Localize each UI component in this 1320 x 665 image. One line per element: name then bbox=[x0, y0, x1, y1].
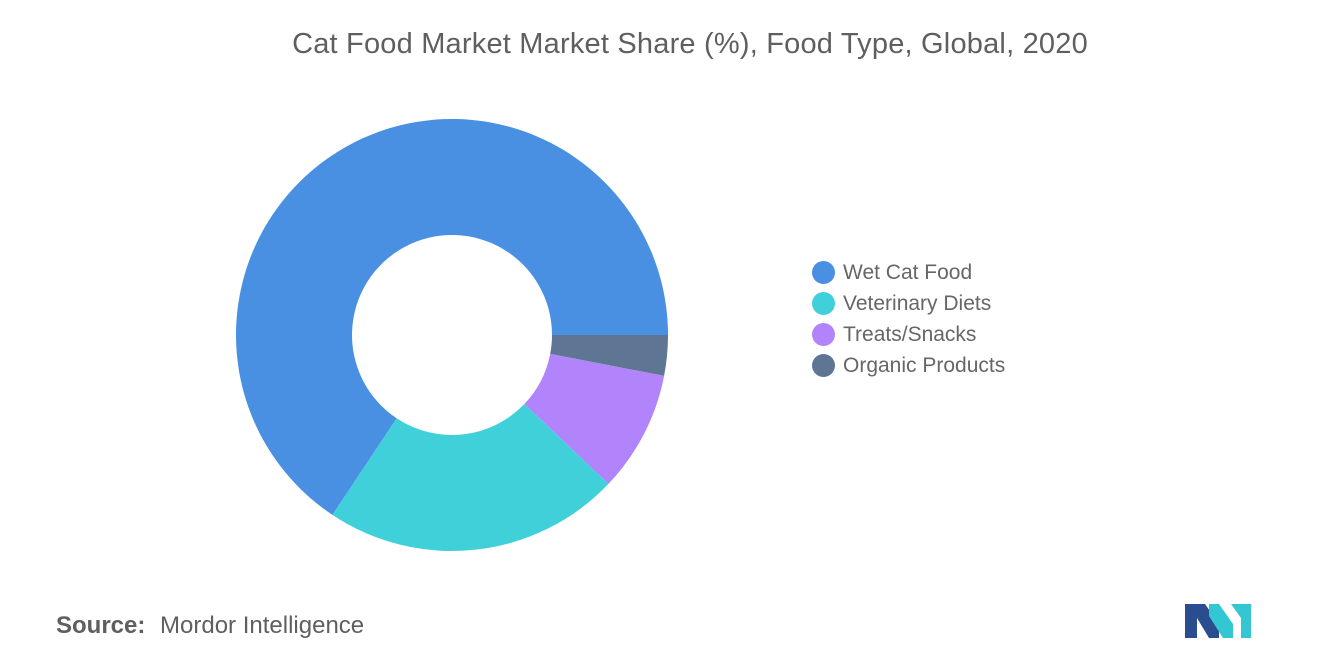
mordor-intelligence-logo-icon bbox=[1185, 604, 1251, 638]
legend-item-treats-snacks: Treats/Snacks bbox=[812, 319, 1132, 350]
logo-middle-shape bbox=[1209, 604, 1233, 638]
logo-right-shape bbox=[1231, 604, 1251, 638]
legend-label-veterinary-diets: Veterinary Diets bbox=[843, 291, 992, 315]
legend-label-organic-products: Organic Products bbox=[843, 353, 1006, 377]
source-prefix: Source: bbox=[56, 612, 146, 639]
legend-swatch-veterinary-diets bbox=[812, 292, 835, 315]
legend-swatch-organic-products bbox=[812, 354, 835, 377]
source-line: Source: Mordor Intelligence bbox=[56, 612, 364, 640]
donut-slice-organic-products bbox=[550, 335, 668, 376]
legend-label-treats-snacks: Treats/Snacks bbox=[843, 322, 977, 346]
legend-item-wet-cat-food: Wet Cat Food bbox=[812, 257, 1132, 288]
legend-swatch-wet-cat-food bbox=[812, 261, 835, 284]
donut-slice-wet-cat-food bbox=[236, 118, 668, 515]
source-text: Mordor Intelligence bbox=[160, 612, 365, 639]
donut-slice-veterinary-diets bbox=[332, 404, 609, 551]
chart-legend: Wet Cat Food Veterinary Diets Treats/Sna… bbox=[812, 257, 1132, 381]
chart-title: Cat Food Market Market Share (%), Food T… bbox=[292, 28, 1088, 60]
donut-slices bbox=[236, 118, 668, 551]
legend-item-organic-products: Organic Products bbox=[812, 350, 1132, 381]
legend-item-veterinary-diets: Veterinary Diets bbox=[812, 288, 1132, 319]
legend-label-wet-cat-food: Wet Cat Food bbox=[843, 260, 973, 284]
donut-slice-treats-snacks bbox=[524, 353, 665, 485]
legend-swatch-treats-snacks bbox=[812, 323, 835, 346]
